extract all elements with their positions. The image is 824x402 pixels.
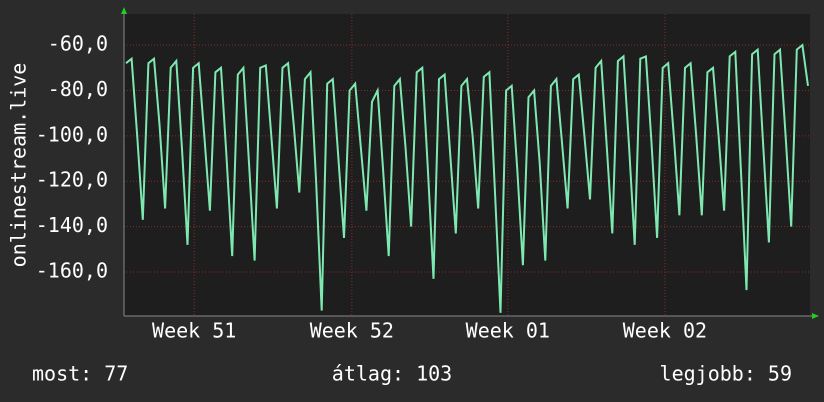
y-tick-label: -80,0: [48, 77, 108, 101]
y-tick-label: -140,0: [36, 213, 108, 237]
y-tick-label: -60,0: [48, 32, 108, 56]
x-arrow: [812, 313, 819, 319]
y-tick-label: -160,0: [36, 258, 108, 282]
plot-area: [124, 14, 810, 316]
y-tick-label: -120,0: [36, 168, 108, 192]
footer-average: átlag: 103: [332, 362, 452, 386]
data-line: [125, 43, 809, 313]
x-tick-label: Week 02: [623, 319, 707, 343]
footer-current: most: 77: [32, 362, 128, 386]
footer-best: legjobb: 59: [660, 362, 792, 386]
y-axis-label: onlinestream.live: [7, 63, 31, 268]
y-tick-label: -100,0: [36, 122, 108, 146]
x-tick-label: Week 01: [466, 319, 550, 343]
grid: [124, 14, 810, 316]
x-tick-label: Week 51: [152, 319, 236, 343]
y-arrow: [121, 7, 127, 14]
x-tick-label: Week 52: [310, 319, 394, 343]
